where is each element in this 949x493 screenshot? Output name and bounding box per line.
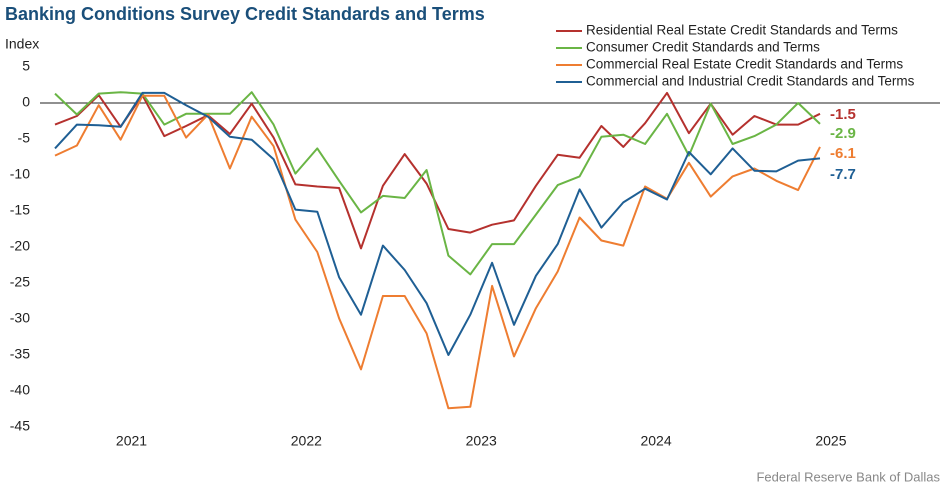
y-tick-label: -10 bbox=[10, 166, 30, 182]
y-tick-label: -40 bbox=[10, 382, 30, 398]
y-axis-label: Index bbox=[5, 36, 39, 52]
y-tick-label: -25 bbox=[10, 274, 30, 290]
legend-label: Commercial Real Estate Credit Standards … bbox=[586, 57, 903, 72]
y-tick-label: -30 bbox=[10, 310, 30, 326]
x-tick-label: 2024 bbox=[640, 433, 671, 449]
end-value-label: -1.5 bbox=[830, 106, 856, 123]
x-tick-label: 2021 bbox=[116, 433, 147, 449]
y-tick-label: -15 bbox=[10, 202, 30, 218]
source: Federal Reserve Bank of Dallas bbox=[756, 469, 940, 484]
x-tick-label: 2022 bbox=[291, 433, 322, 449]
legend-label: Residential Real Estate Credit Standards… bbox=[586, 23, 898, 38]
series-line bbox=[54, 91, 821, 356]
series-line bbox=[54, 91, 821, 250]
end-value-label: -6.1 bbox=[830, 145, 856, 162]
chart-title: Banking Conditions Survey Credit Standar… bbox=[5, 4, 485, 24]
series-line bbox=[54, 91, 821, 276]
x-tick-label: 2025 bbox=[815, 433, 846, 449]
end-value-label: -2.9 bbox=[830, 125, 856, 142]
x-tick-label: 2023 bbox=[466, 433, 497, 449]
y-tick-label: -20 bbox=[10, 238, 30, 254]
y-tick-label: 0 bbox=[22, 94, 30, 110]
legend-label: Consumer Credit Standards and Terms bbox=[586, 40, 820, 55]
end-value-label: -7.7 bbox=[830, 166, 856, 183]
y-tick-label: -35 bbox=[10, 346, 30, 362]
series-line bbox=[54, 94, 821, 410]
y-tick-label: 5 bbox=[22, 58, 30, 74]
y-tick-label: -5 bbox=[18, 130, 31, 146]
legend-label: Commercial and Industrial Credit Standar… bbox=[586, 74, 915, 89]
y-tick-label: -45 bbox=[10, 418, 30, 434]
